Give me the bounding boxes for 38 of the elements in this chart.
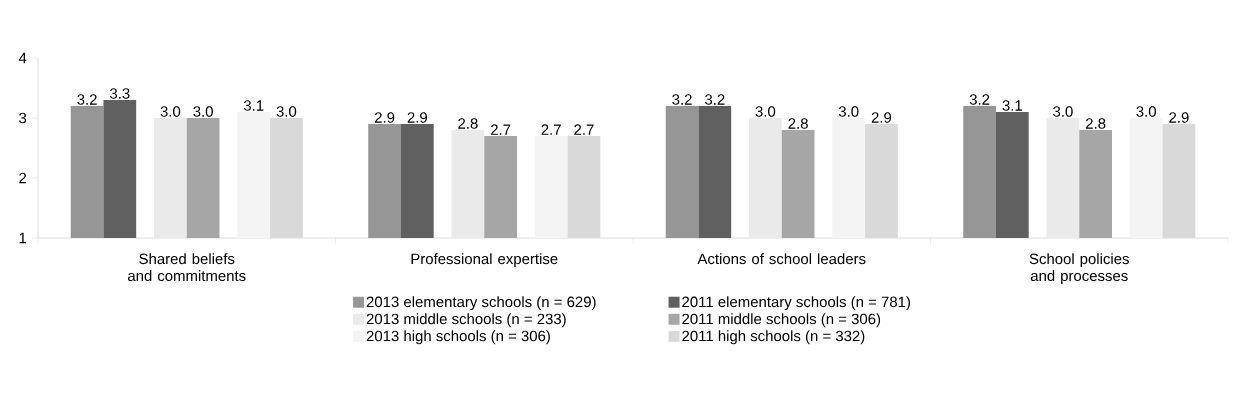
y-tick-label: 3 [19, 112, 27, 124]
data-label: 3.0 [193, 106, 213, 117]
data-label: 2.9 [374, 112, 395, 123]
data-label: 3.0 [755, 106, 776, 117]
data-label: 2.9 [407, 112, 427, 123]
data-label: 3.2 [704, 94, 725, 105]
data-label: 2.9 [1169, 112, 1189, 123]
data-label: 3.0 [160, 106, 181, 117]
legend-label: 2011 high schools (n = 332) [682, 330, 865, 345]
data-label: 3.2 [77, 94, 97, 105]
data-label: 3.1 [243, 100, 264, 111]
data-label: 2.7 [541, 124, 561, 135]
data-label: 3.0 [276, 106, 297, 117]
data-label: 2.8 [458, 118, 478, 129]
data-label: 3.1 [1002, 100, 1022, 111]
legend-label: 2013 middle schools (n = 233) [366, 313, 566, 328]
data-label: 2.7 [490, 124, 511, 135]
data-label: 2.9 [871, 112, 892, 123]
y-tick-label: 2 [19, 172, 27, 184]
data-label: 3.0 [1136, 106, 1156, 117]
y-tick-label: 1 [19, 232, 27, 244]
data-label: 2.7 [574, 124, 594, 135]
x-tick-label: Actions of school leaders [697, 253, 866, 265]
data-label: 3.2 [969, 94, 990, 105]
legend-label: 2013 high schools (n = 306) [366, 330, 550, 345]
legend-label: 2011 middle schools (n = 306) [682, 313, 881, 328]
legend-label: 2011 elementary schools (n = 781) [682, 296, 910, 311]
x-tick-label: School policies and processes [1029, 253, 1129, 285]
data-label: 3.0 [1053, 106, 1073, 117]
data-label: 3.3 [109, 88, 130, 99]
data-label: 3.2 [672, 94, 692, 105]
legend-label: 2013 elementary schools (n = 629) [366, 296, 596, 311]
x-tick-label: Professional expertise [411, 253, 558, 268]
data-label: 3.0 [838, 106, 859, 117]
data-label: 2.8 [788, 118, 808, 129]
data-label: 2.8 [1085, 118, 1106, 129]
x-tick-label: Shared beliefs and commitments [128, 253, 246, 282]
y-tick-label: 4 [18, 52, 27, 64]
